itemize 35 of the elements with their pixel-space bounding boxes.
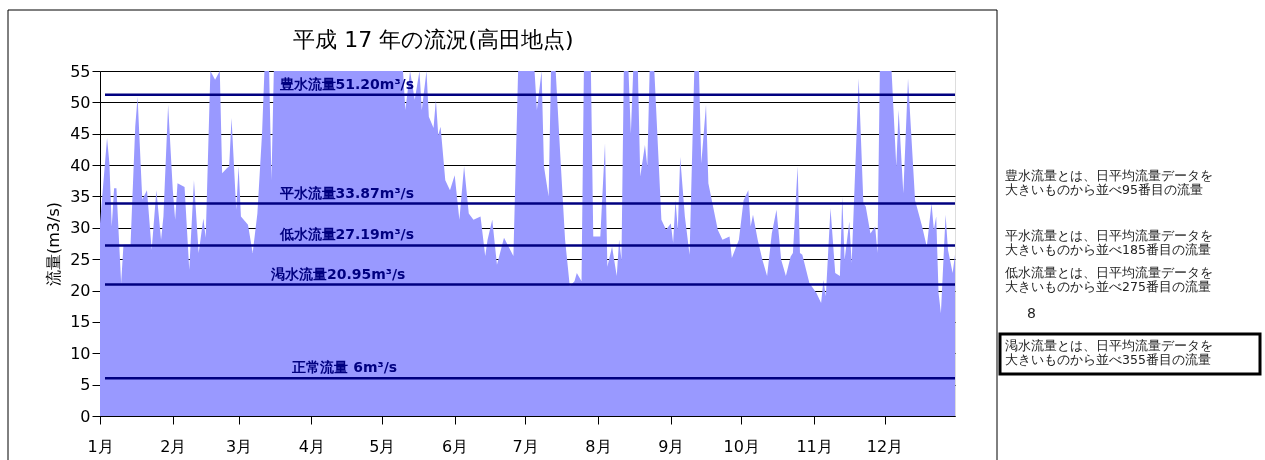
y-axis-title: 流量(m3/s) (44, 202, 64, 286)
x-tick-label: 12月 (866, 436, 904, 456)
ref-line-label: 平水流量33.87m³/s (278, 184, 414, 201)
y-tick-label: 50 (70, 92, 91, 112)
x-tick-label: 2月 (160, 436, 187, 456)
y-tick-label: 10 (70, 343, 91, 363)
x-tick-label: 7月 (512, 436, 539, 456)
text: 豊水流量とは、日平均流量データを大きいものから並べ95番目の流量 (1005, 168, 1213, 197)
x-tick-label: 9月 (658, 436, 685, 456)
y-tick-label: 35 (70, 186, 91, 206)
ref-line-label: 正常流量 6m³/s (291, 359, 398, 376)
y-tick-label: 20 (70, 281, 91, 301)
y-tick-label: 5 (80, 375, 91, 395)
text: 低水流量とは、日平均流量データを大きいものから並べ275番目の流量 (1005, 265, 1213, 294)
y-tick-label: 15 (70, 312, 91, 332)
y-tick-label: 45 (70, 124, 91, 144)
x-tick-label: 3月 (225, 436, 253, 456)
text: 平水流量とは、日平均流量データを大きいものから並べ185番目の流量 (1005, 228, 1213, 257)
x-tick-label: 5月 (369, 436, 396, 456)
x-tick-label: 8月 (585, 436, 612, 456)
ref-line-label: 低水流量27.19m³/s (278, 226, 414, 243)
ref-line-label: 渇水流量20.95m³/s (270, 265, 406, 282)
text: 渇水流量とは、日平均流量データを大きいものから並べ355番目の流量 (1005, 338, 1213, 367)
y-tick-label: 40 (70, 155, 91, 175)
x-tick-label: 1月 (87, 436, 114, 456)
y-tick-label: 25 (70, 249, 91, 269)
y-tick-label: 55 (70, 61, 91, 81)
chart-title: 平成 17 年の流況(高田地点) (293, 27, 574, 52)
y-tick-label: 30 (70, 218, 91, 238)
y-tick-label: 0 (80, 406, 91, 426)
x-tick-label: 6月 (442, 436, 469, 456)
x-tick-label: 10月 (723, 436, 760, 456)
text: 8 (1027, 305, 1036, 321)
x-tick-label: 11月 (796, 436, 833, 456)
x-tick-label: 4月 (298, 436, 325, 456)
